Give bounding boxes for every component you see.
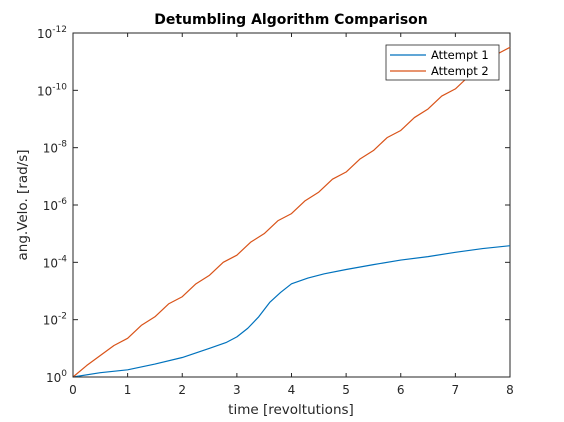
legend-box xyxy=(385,44,500,81)
plot-frame xyxy=(72,32,511,378)
plot-area xyxy=(72,32,511,378)
legend: Attempt 1 Attempt 2 xyxy=(385,44,500,81)
x-axis-label: time [revoltutions] xyxy=(228,402,354,418)
y-tick-label: 100 xyxy=(46,369,67,385)
y-axis-label: ang.Velo. [rad/s] xyxy=(15,149,31,260)
x-tick-label: 1 xyxy=(124,383,132,397)
x-tick-label: 7 xyxy=(452,383,460,397)
x-tick-label: 6 xyxy=(397,383,405,397)
axes-ticks: 0 1 2 3 4 5 6 7 8 100 10-2 10-4 10-6 10-8 10-10 10-12 xyxy=(37,25,514,397)
legend-label-attempt-1: Attempt 1 xyxy=(431,48,489,62)
y-tick-label: 10-8 xyxy=(43,140,68,156)
series-line-attempt-1 xyxy=(72,245,511,378)
x-tick-label: 3 xyxy=(233,383,241,397)
x-tick-label: 2 xyxy=(178,383,186,397)
x-tick-label: 8 xyxy=(506,383,514,397)
x-tick-label: 4 xyxy=(288,383,296,397)
x-tick-label: 0 xyxy=(69,383,77,397)
series-layer xyxy=(72,46,511,378)
y-tick-label: 10-12 xyxy=(37,25,67,41)
x-tick-label: 5 xyxy=(342,383,350,397)
y-tick-label: 10-6 xyxy=(43,197,68,213)
y-tick-label: 10-4 xyxy=(43,254,68,270)
series-line-attempt-2 xyxy=(72,46,511,378)
chart-title: Detumbling Algorithm Comparison xyxy=(154,12,428,28)
y-tick-label: 10-2 xyxy=(43,312,67,328)
legend-label-attempt-2: Attempt 2 xyxy=(431,64,489,78)
y-tick-label: 10-10 xyxy=(37,82,67,98)
